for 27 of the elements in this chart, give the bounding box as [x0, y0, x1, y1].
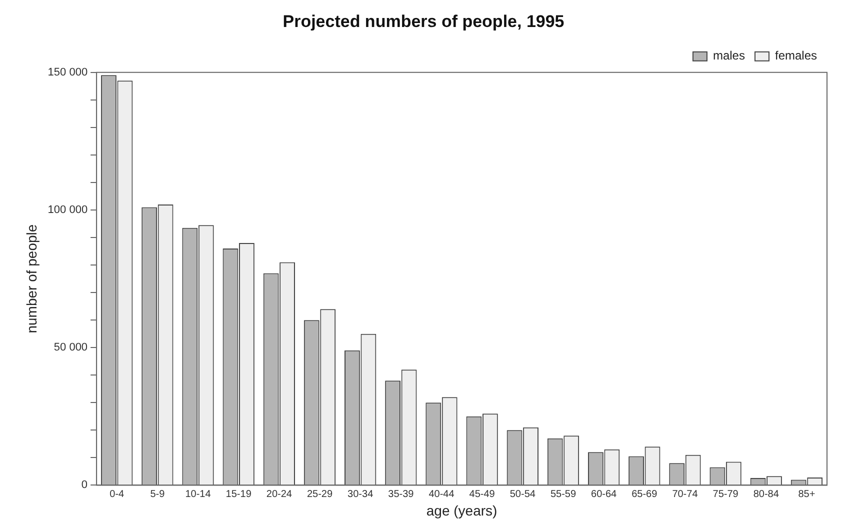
legend-label: males: [712, 48, 745, 63]
x-tick-label: 25-29: [306, 488, 333, 500]
x-tick-label: 15-19: [226, 488, 252, 500]
chart-title: Projected numbers of people, 1995: [282, 12, 564, 31]
x-tick-label: 60-64: [591, 488, 618, 500]
x-tick-label: 40-44: [428, 488, 455, 500]
x-tick-label: 80-84: [753, 488, 780, 500]
x-tick-label: 30-34: [348, 488, 374, 500]
x-tick-label: 65-69: [632, 488, 658, 500]
y-tick-label: 150 000: [48, 66, 88, 78]
x-tick-label: 10-14: [185, 488, 212, 500]
y-axis-title: number of people: [23, 224, 40, 334]
x-tick-label: 75-79: [712, 488, 739, 500]
x-tick-label: 0-4: [110, 488, 125, 500]
x-tick-label: 5-9: [150, 488, 166, 500]
x-tick-label: 35-39: [388, 488, 414, 500]
x-tick-label: 55-59: [550, 488, 576, 500]
y-tick-label: 50 000: [54, 342, 88, 354]
x-tick-label: 50-54: [510, 488, 536, 500]
x-axis-title: age (years): [426, 502, 498, 518]
x-tick-label: 20-24: [266, 488, 292, 500]
x-tick-label: 85+: [798, 488, 816, 500]
legend-label: females: [774, 48, 818, 63]
y-tick-label: 0: [81, 479, 88, 492]
y-tick-label: 100 000: [48, 204, 88, 216]
x-tick-label: 45-49: [469, 488, 496, 500]
x-tick-label: 70-74: [672, 488, 698, 500]
